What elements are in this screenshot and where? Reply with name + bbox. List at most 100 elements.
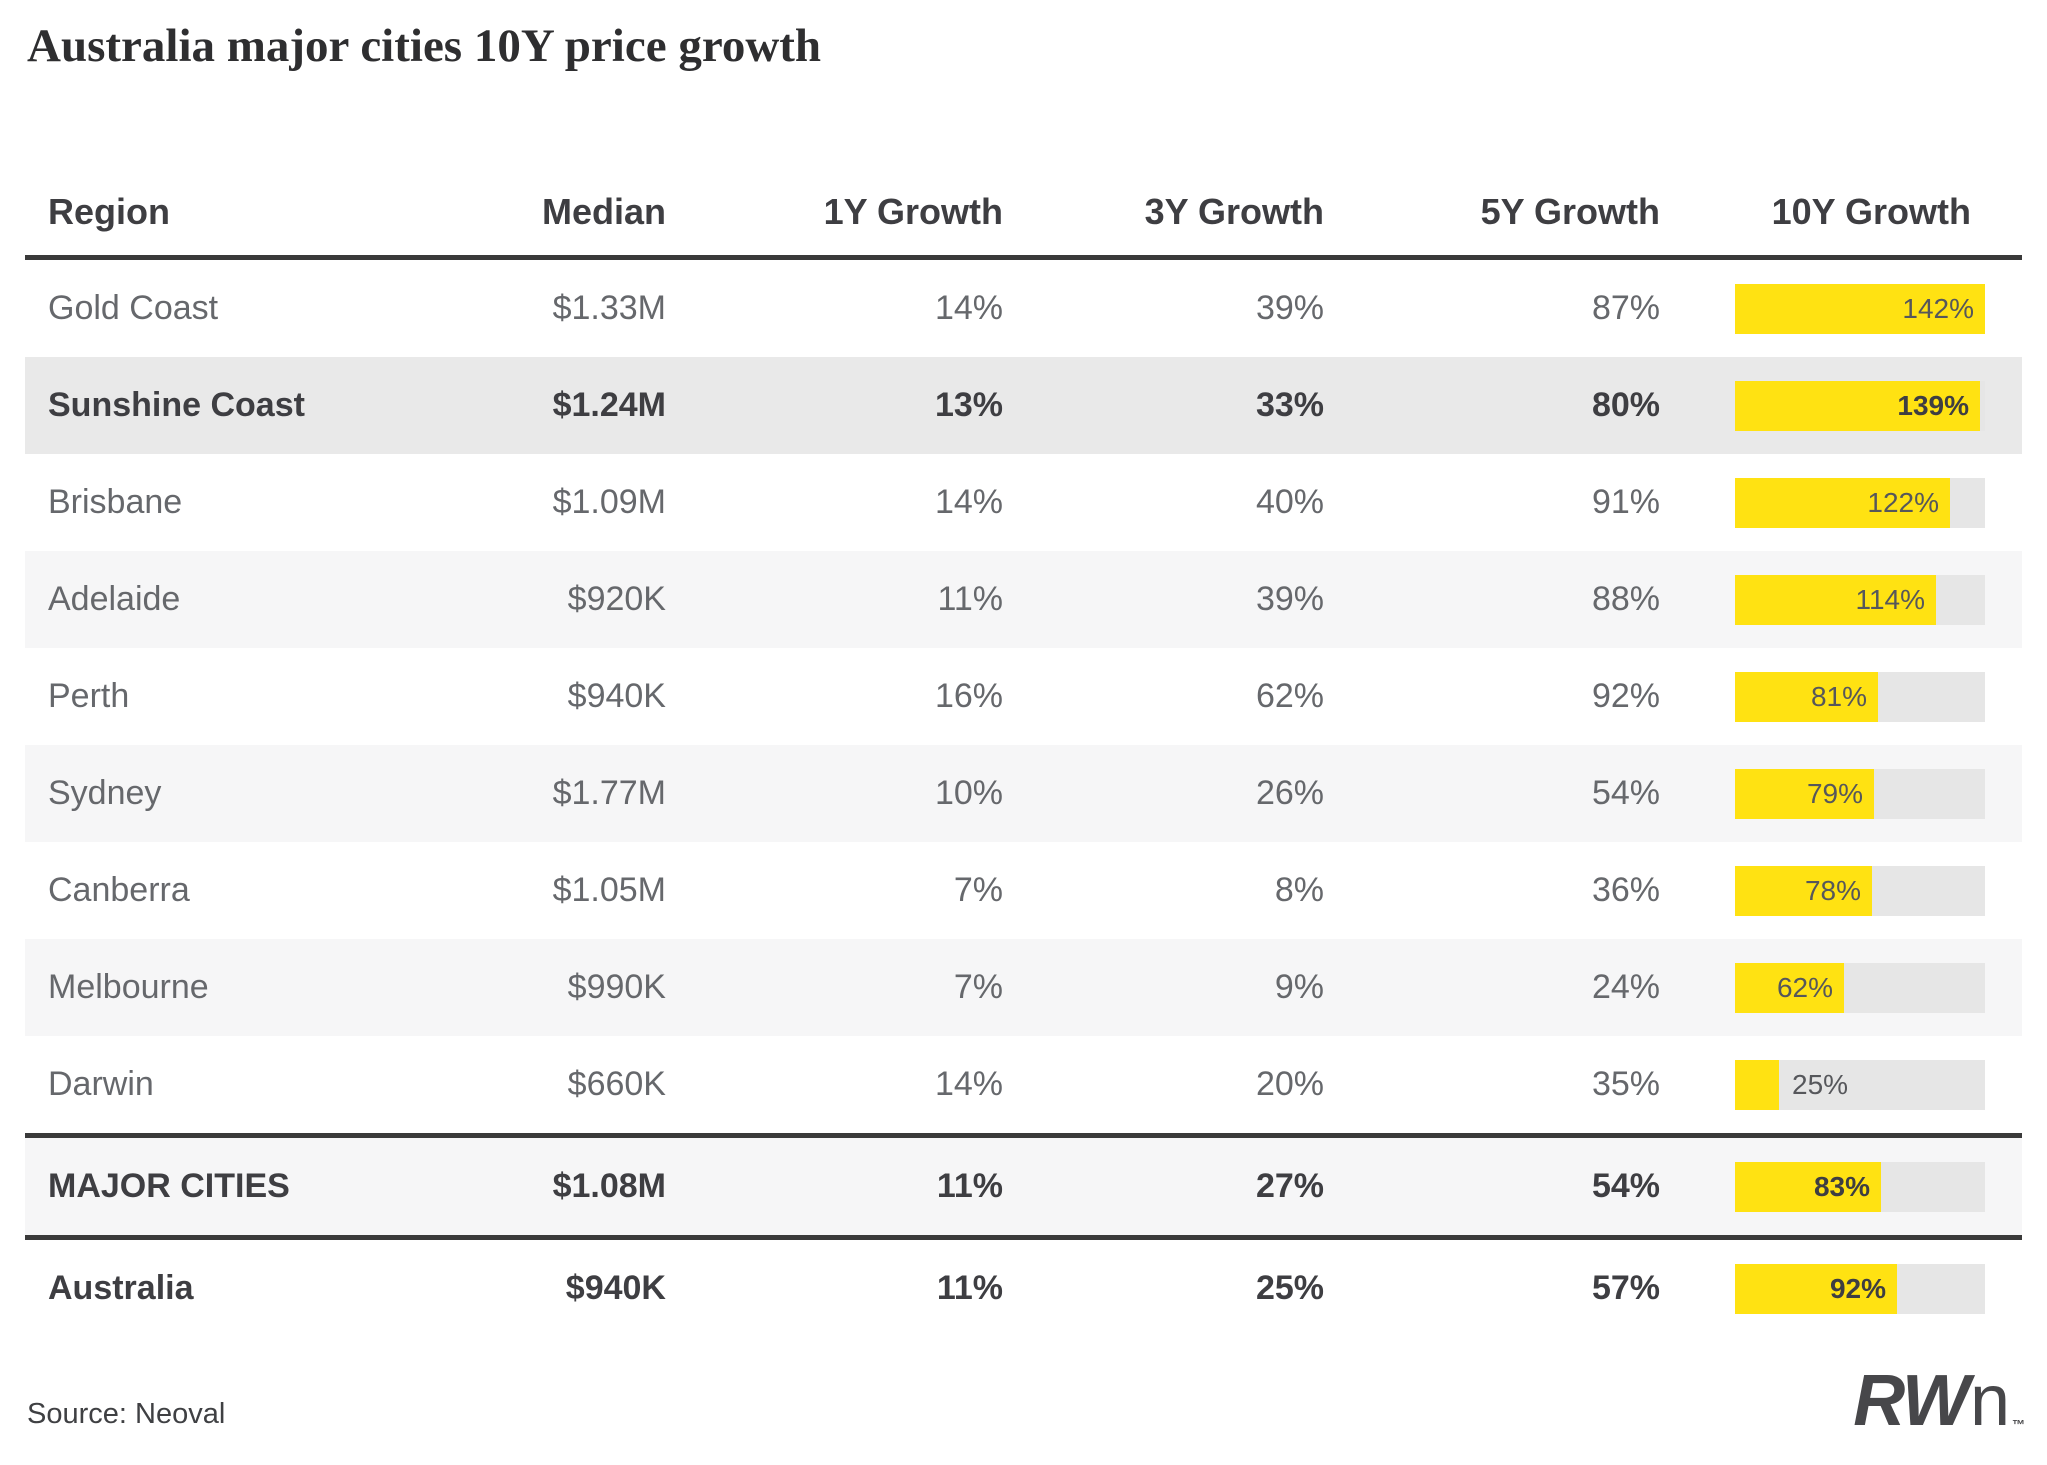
column-header-3y-growth: 3Y Growth [1144,191,1324,232]
growth-10y-bar-fill [1735,380,1980,431]
growth-1y-value: 14% [934,289,1003,327]
table-row-major-cities: MAJOR CITIES $1.08M 11% 27% 54% 83% [25,1138,2022,1235]
growth-10y-bar-fill [1735,574,1936,625]
table-row-perth: Perth $940K 16% 62% 92% 81% [25,648,2022,745]
median-value: $1.24M [552,386,666,424]
table-row-melbourne: Melbourne $990K 7% 9% 24% 62% [25,939,2022,1036]
median-value: $990K [567,968,666,1006]
growth-10y-bar: 79% [1735,768,1985,819]
growth-3y-value: 26% [1255,774,1324,812]
growth-10y-bar-fill [1735,283,1985,334]
logo-n-text: n [1969,1361,2010,1441]
region-name: Canberra [48,871,190,909]
growth-3y-value: 39% [1255,580,1324,618]
column-header-region: Region [48,191,170,232]
growth-10y-bar-fill [1735,962,1844,1013]
growth-10y-bar: 92% [1735,1263,1985,1314]
growth-10y-bar-fill [1735,1263,1897,1314]
growth-10y-bar-fill [1735,865,1872,916]
growth-10y-bar: 25% [1735,1059,1985,1110]
column-header-median: Median [541,191,666,232]
growth-10y-bar-fill [1735,477,1950,528]
header-divider [25,255,2022,260]
growth-10y-value: 122% [1867,486,1939,518]
region-name: Darwin [48,1065,154,1103]
column-header-1y-growth: 1Y Growth [823,191,1003,232]
growth-10y-bar: 114% [1735,574,1985,625]
growth-1y-value: 14% [934,483,1003,521]
median-value: $660K [567,1065,666,1103]
growth-10y-value: 25% [1792,1068,1849,1100]
growth-5y-value: 92% [1591,677,1660,715]
region-name: Brisbane [48,483,183,521]
growth-5y-value: 80% [1591,386,1660,424]
growth-3y-value: 62% [1255,677,1324,715]
growth-1y-value: 7% [953,871,1003,909]
region-name: Sunshine Coast [48,386,305,424]
growth-10y-value: 114% [1855,583,1925,615]
region-name: Perth [48,677,130,715]
growth-3y-value: 25% [1255,1269,1324,1307]
median-value: $940K [567,677,666,715]
region-name: Australia [48,1269,194,1307]
growth-10y-bar: 78% [1735,865,1985,916]
growth-3y-value: 40% [1255,483,1324,521]
growth-10y-value: 81% [1810,680,1867,712]
growth-5y-value: 36% [1591,871,1660,909]
region-name: Adelaide [48,580,181,618]
growth-1y-value: 11% [936,1167,1003,1205]
region-name: Sydney [48,774,162,812]
growth-5y-value: 88% [1591,580,1660,618]
growth-10y-bar-fill [1735,768,1874,819]
region-name: Melbourne [48,968,209,1006]
source-note: Source: Neoval [27,1398,226,1430]
table-row-sydney: Sydney $1.77M 10% 26% 54% 79% [25,745,2022,842]
page-title: Australia major cities 10Y price growth [27,20,822,72]
growth-3y-value: 27% [1255,1167,1324,1205]
growth-10y-value: 78% [1804,874,1861,906]
rwn-logo: RW n ™ [1853,1360,2025,1442]
section-divider [25,1133,2022,1138]
table-header-row: Region Median 1Y Growth 3Y Growth 5Y Growth 1… [25,140,2022,255]
region-name: MAJOR CITIES [48,1167,290,1205]
table-row-canberra: Canberra $1.05M 7% 8% 36% 78% [25,842,2022,939]
growth-1y-value: 11% [937,580,1003,618]
growth-3y-value: 8% [1274,871,1324,909]
growth-3y-value: 33% [1255,386,1324,424]
table-row-adelaide: Adelaide $920K 11% 39% 88% 114% [25,551,2022,648]
growth-5y-value: 87% [1591,289,1660,327]
growth-10y-bar: 139% [1735,380,1985,431]
growth-10y-bar: 62% [1735,962,1985,1013]
growth-10y-bar-fill [1735,1059,1779,1110]
growth-3y-value: 9% [1274,968,1324,1006]
growth-5y-value: 24% [1591,968,1660,1006]
growth-1y-value: 14% [934,1065,1003,1103]
price-growth-table: Region Median 1Y Growth 3Y Growth 5Y Growth 1… [25,140,2022,1337]
growth-10y-value: 79% [1806,777,1863,809]
median-value: $940K [565,1269,666,1307]
column-header-5y-growth: 5Y Growth [1480,191,1660,232]
growth-5y-value: 57% [1591,1269,1660,1307]
table-body: Gold Coast $1.33M 14% 39% 87% 142% Sunshine Co… [25,260,2022,1337]
section-divider [25,1235,2022,1240]
growth-1y-value: 16% [934,677,1003,715]
growth-10y-value: 139% [1897,389,1969,421]
median-value: $1.05M [552,871,666,909]
growth-5y-value: 54% [1591,774,1660,812]
table-row-sunshine-coast: Sunshine Coast $1.24M 13% 33% 80% 139% [25,357,2022,454]
growth-3y-value: 39% [1255,289,1324,327]
median-value: $1.08M [552,1167,666,1205]
table-row-darwin: Darwin $660K 14% 20% 35% 25% [25,1036,2022,1133]
median-value: $1.33M [552,289,666,327]
growth-3y-value: 20% [1255,1065,1324,1103]
growth-10y-bar: 142% [1735,283,1985,334]
region-name: Gold Coast [48,289,219,327]
growth-10y-value: 92% [1829,1272,1886,1304]
growth-5y-value: 54% [1591,1167,1660,1205]
growth-10y-value: 142% [1902,292,1974,324]
growth-1y-value: 7% [953,968,1003,1006]
growth-10y-bar: 122% [1735,477,1985,528]
column-header-10y-growth: 10Y Growth [1771,191,1971,232]
median-value: $920K [567,580,666,618]
